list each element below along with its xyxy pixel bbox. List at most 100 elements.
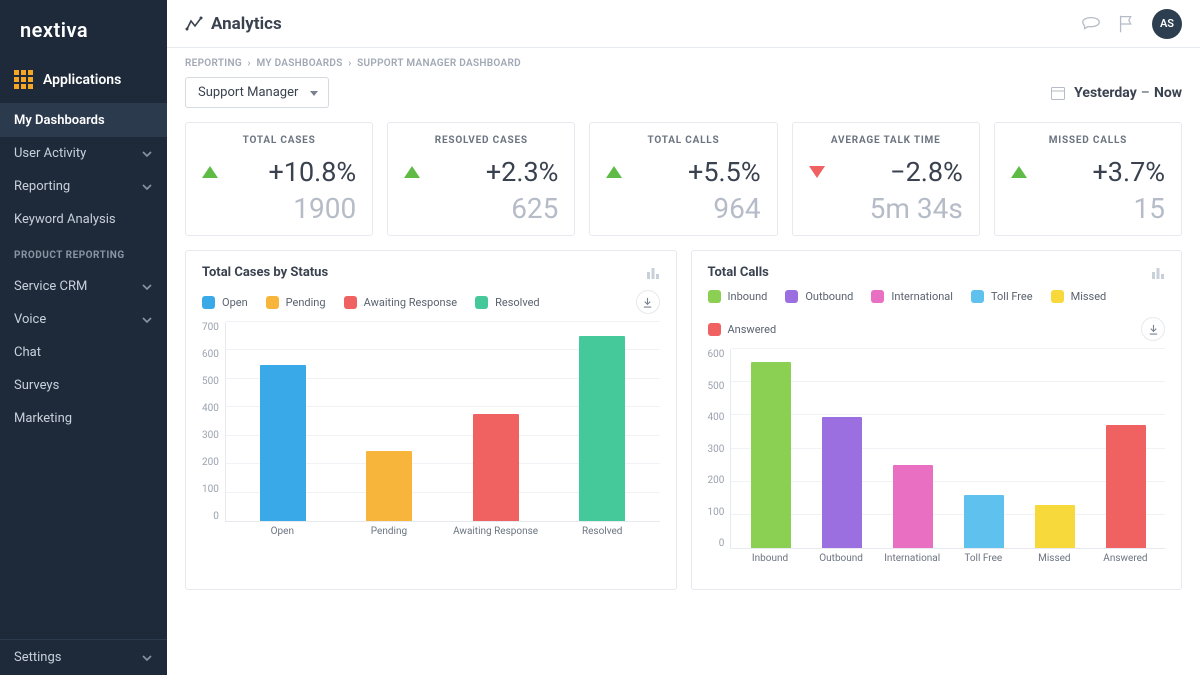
kpi-value: 15 bbox=[1011, 192, 1165, 225]
sidebar-item[interactable]: My Dashboards bbox=[0, 104, 167, 137]
settings-link[interactable]: Settings bbox=[0, 639, 167, 675]
sidebar-item[interactable]: Voice bbox=[0, 303, 167, 336]
x-tick: Missed bbox=[1019, 553, 1090, 564]
legend-item[interactable]: Inbound bbox=[708, 290, 768, 303]
breadcrumb-item[interactable]: REPORTING bbox=[185, 58, 242, 69]
x-tick: Pending bbox=[336, 526, 443, 537]
legend-item[interactable]: Toll Free bbox=[971, 290, 1033, 303]
nav-section-header: PRODUCT REPORTING bbox=[0, 236, 167, 270]
kpi-title: MISSED CALLS bbox=[1011, 135, 1165, 146]
sidebar-item-label: User Activity bbox=[14, 146, 86, 161]
y-axis: 7006005004003002001000 bbox=[202, 322, 225, 522]
legend: Open Pending Awaiting Response Resolved bbox=[202, 290, 660, 314]
legend-item[interactable]: Missed bbox=[1051, 290, 1107, 303]
bar[interactable] bbox=[473, 414, 519, 521]
main: Analytics AS REPORTING › MY DASHBOARDS ›… bbox=[167, 0, 1200, 675]
bar[interactable] bbox=[1035, 505, 1075, 548]
sidebar: nextiva Applications My Dashboards User A… bbox=[0, 0, 167, 675]
kpi-value: 5m 34s bbox=[809, 192, 963, 225]
date-range[interactable]: Yesterday – Now bbox=[1050, 85, 1182, 101]
analytics-icon bbox=[185, 15, 203, 33]
trend-up-icon bbox=[1011, 166, 1027, 178]
kpi-value: 625 bbox=[404, 192, 558, 225]
brand-logo: nextiva bbox=[0, 0, 167, 60]
kpi-delta: +2.3% bbox=[486, 156, 559, 188]
bars-icon[interactable] bbox=[646, 266, 660, 280]
calendar-icon bbox=[1050, 85, 1066, 101]
x-tick: Toll Free bbox=[948, 553, 1019, 564]
bar[interactable] bbox=[260, 365, 306, 521]
legend-item[interactable]: Awaiting Response bbox=[344, 296, 458, 309]
x-axis: OpenPendingAwaiting ResponseResolved bbox=[225, 526, 660, 537]
brand-text: nextiva bbox=[20, 18, 88, 42]
flag-icon[interactable] bbox=[1116, 13, 1138, 35]
content: REPORTING › MY DASHBOARDS › SUPPORT MANA… bbox=[167, 48, 1200, 675]
legend-item[interactable]: Resolved bbox=[475, 296, 540, 309]
sidebar-item[interactable]: Chat bbox=[0, 336, 167, 369]
kpi-title: TOTAL CASES bbox=[202, 135, 356, 146]
applications-label: Applications bbox=[43, 72, 121, 88]
sidebar-item[interactable]: Marketing bbox=[0, 402, 167, 435]
legend-item[interactable]: International bbox=[871, 290, 953, 303]
sidebar-item-label: Chat bbox=[14, 345, 41, 360]
chevron-down-icon bbox=[141, 148, 153, 160]
chart-cases-by-status: Total Cases by StatusOpenPendingAwaiting… bbox=[185, 250, 677, 590]
trend-up-icon bbox=[404, 166, 420, 178]
applications-menu[interactable]: Applications bbox=[0, 60, 167, 104]
kpi-card: MISSED CALLS+3.7%15 bbox=[994, 122, 1182, 236]
sidebar-item-label: My Dashboards bbox=[14, 113, 105, 128]
legend-item[interactable]: Answered bbox=[708, 323, 777, 336]
sidebar-item-label: Keyword Analysis bbox=[14, 212, 116, 227]
download-button[interactable] bbox=[636, 290, 660, 314]
sidebar-item[interactable]: Reporting bbox=[0, 170, 167, 203]
kpi-delta: +5.5% bbox=[688, 156, 761, 188]
sidebar-item-label: Surveys bbox=[14, 378, 59, 393]
kpi-title: AVERAGE TALK TIME bbox=[809, 135, 963, 146]
x-tick: Awaiting Response bbox=[442, 526, 549, 537]
kpi-value: 964 bbox=[606, 192, 760, 225]
breadcrumb-item[interactable]: MY DASHBOARDS bbox=[256, 58, 342, 69]
download-button[interactable] bbox=[1141, 317, 1165, 341]
sidebar-item-label: Voice bbox=[14, 312, 46, 327]
kpi-card: AVERAGE TALK TIME −2.8% 5m 34s bbox=[792, 122, 980, 236]
legend-item[interactable]: Pending bbox=[266, 296, 326, 309]
kpi-card: TOTAL CASES+10.8%1900 bbox=[185, 122, 373, 236]
legend-item[interactable]: Outbound bbox=[785, 290, 853, 303]
sidebar-item[interactable]: Surveys bbox=[0, 369, 167, 402]
plot: 7006005004003002001000OpenPendingAwaitin… bbox=[202, 322, 660, 552]
trend-down-icon bbox=[809, 166, 825, 178]
bar[interactable] bbox=[822, 417, 862, 548]
plot-area bbox=[225, 322, 660, 522]
bar[interactable] bbox=[1106, 425, 1146, 548]
bar[interactable] bbox=[579, 336, 625, 521]
bar[interactable] bbox=[964, 495, 1004, 548]
sidebar-item[interactable]: User Activity bbox=[0, 137, 167, 170]
kpi-delta: −2.8% bbox=[890, 156, 963, 188]
legend-item[interactable]: Open bbox=[202, 296, 248, 309]
apps-grid-icon bbox=[14, 70, 33, 89]
breadcrumb: REPORTING › MY DASHBOARDS › SUPPORT MANA… bbox=[185, 58, 1182, 69]
avatar[interactable]: AS bbox=[1152, 9, 1182, 39]
bars bbox=[731, 349, 1165, 548]
kpi-title: TOTAL CALLS bbox=[606, 135, 760, 146]
nav-primary: My Dashboards User Activity Reporting Keywo… bbox=[0, 104, 167, 639]
kpi-row: TOTAL CASES+10.8%1900RESOLVED CASES+2.3%… bbox=[185, 122, 1182, 236]
breadcrumb-item[interactable]: SUPPORT MANAGER DASHBOARD bbox=[357, 58, 521, 69]
y-axis: 6005004003002001000 bbox=[708, 349, 731, 549]
chevron-down-icon bbox=[141, 181, 153, 193]
sidebar-item[interactable]: Keyword Analysis bbox=[0, 203, 167, 236]
sidebar-item[interactable]: Service CRM bbox=[0, 270, 167, 303]
x-tick: Answered bbox=[1090, 553, 1161, 564]
bars-icon[interactable] bbox=[1151, 266, 1165, 280]
bar[interactable] bbox=[366, 451, 412, 521]
date-from: Yesterday bbox=[1074, 85, 1137, 101]
dashboard-selector[interactable]: Support Manager bbox=[185, 77, 329, 108]
bar[interactable] bbox=[751, 362, 791, 548]
x-tick: Resolved bbox=[549, 526, 656, 537]
chevron-down-icon bbox=[141, 314, 153, 326]
bar[interactable] bbox=[893, 465, 933, 548]
kpi-card: TOTAL CALLS +5.5% 964 bbox=[589, 122, 777, 236]
chevron-down-icon bbox=[141, 281, 153, 293]
chat-icon[interactable] bbox=[1080, 13, 1102, 35]
kpi-value: 1900 bbox=[202, 192, 356, 225]
